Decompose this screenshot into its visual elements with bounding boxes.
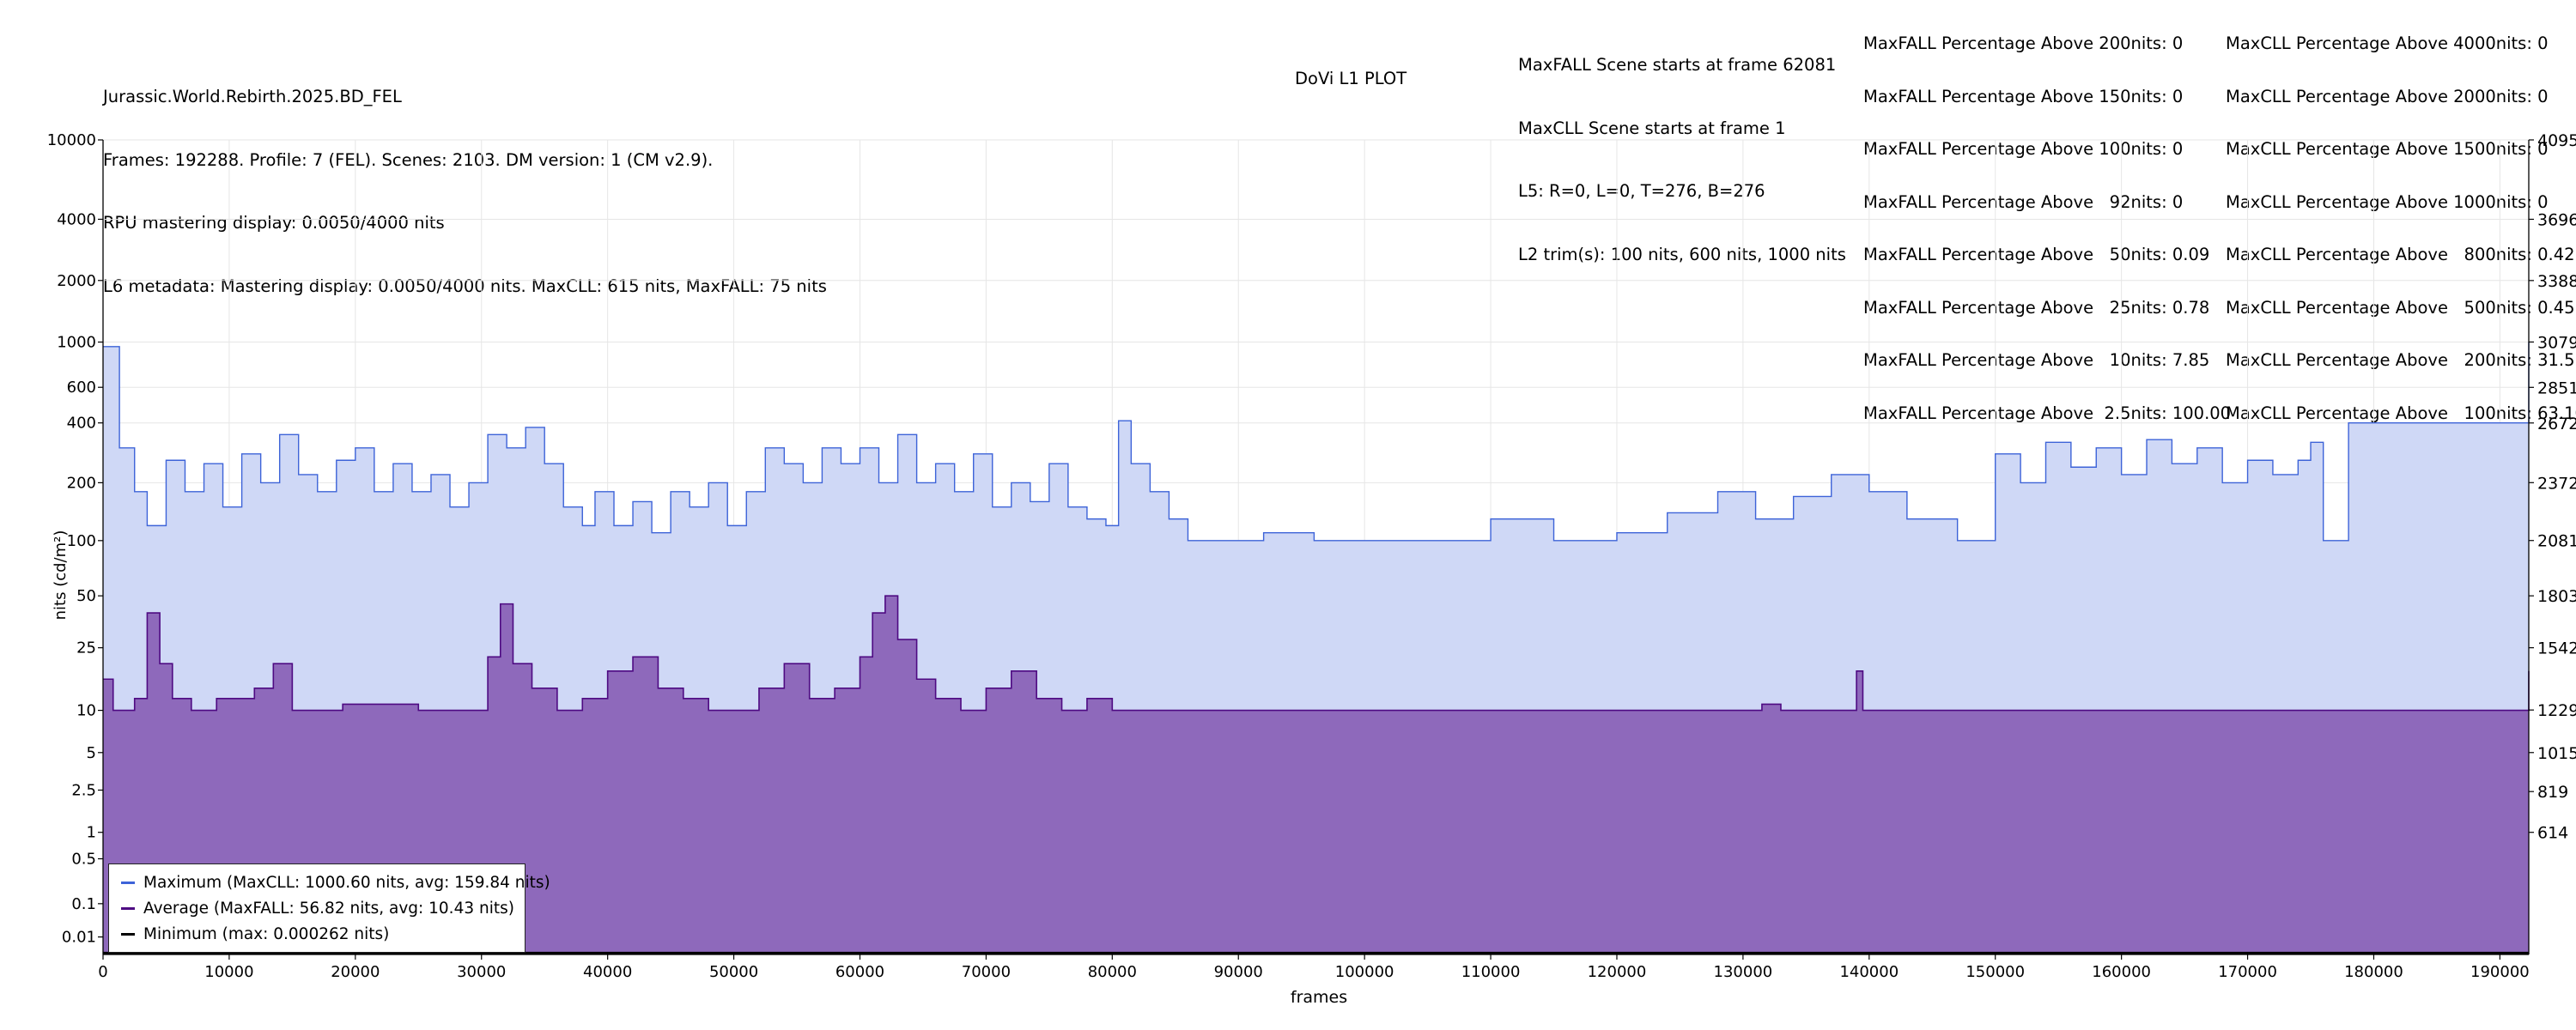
y-tick-label: 2.5 bbox=[71, 782, 96, 800]
y-tick-label-right: 3696 bbox=[2537, 210, 2576, 229]
legend-item-minimum: Minimum (max: 0.000262 nits) bbox=[121, 921, 389, 947]
maxcll-pct-line: MaxCLL Percentage Above 800nits: 0.42 bbox=[2226, 245, 2575, 264]
y-tick-label-right: 1542 bbox=[2537, 639, 2576, 658]
x-tick-label: 70000 bbox=[962, 963, 1011, 981]
x-tick-label: 0 bbox=[98, 963, 107, 981]
series-areas bbox=[103, 342, 2530, 954]
maxcll-pct-line: MaxCLL Percentage Above 100nits: 63.10 bbox=[2226, 403, 2576, 423]
maxcll-pct-line: MaxCLL Percentage Above 1000nits: 0 bbox=[2226, 191, 2549, 212]
x-tick-label: 160000 bbox=[2092, 963, 2151, 981]
maxcll-pct-line: MaxCLL Percentage Above 500nits: 0.45 bbox=[2226, 297, 2575, 318]
y-tick-label: 4000 bbox=[57, 210, 96, 228]
header-mid: MaxFALL Scene starts at frame 62081 MaxC… bbox=[1518, 13, 1846, 287]
y-tick-label: 600 bbox=[67, 379, 96, 397]
y-tick-label-right: 1229 bbox=[2537, 701, 2576, 720]
y-tick-label-right: 614 bbox=[2537, 824, 2568, 843]
x-tick-label: 150000 bbox=[1965, 963, 2025, 981]
maxfall-pct-line: MaxFALL Percentage Above 10nits: 7.85 bbox=[1863, 350, 2210, 370]
maxfall-pct-line: MaxFALL Percentage Above 100nits: 0 bbox=[1863, 139, 2184, 159]
maxcll-pct-line: MaxCLL Percentage Above 4000nits: 0 bbox=[2226, 33, 2549, 53]
y-tick-label: 2000 bbox=[57, 272, 96, 290]
y-tick-label-right: 1803 bbox=[2537, 587, 2576, 606]
y-tick-label-right: 2672 bbox=[2537, 415, 2576, 433]
average-line bbox=[103, 595, 2530, 712]
maxfall-pct-line: MaxFALL Percentage Above 200nits: 0 bbox=[1863, 33, 2184, 53]
legend-item-average: Average (MaxFALL: 56.82 nits, avg: 10.43… bbox=[121, 895, 514, 921]
y-tick-label: 200 bbox=[67, 474, 96, 492]
chart-title: DoVi L1 PLOT bbox=[1295, 69, 1407, 88]
maxfall-pct-line: MaxFALL Percentage Above 150nits: 0 bbox=[1863, 86, 2184, 106]
y-tick-label: 5 bbox=[87, 744, 96, 762]
x-tick-label: 90000 bbox=[1214, 963, 1263, 981]
y-tick-label: 400 bbox=[67, 415, 96, 433]
l2-trims-info: L2 trim(s): 100 nits, 600 nits, 1000 nit… bbox=[1518, 244, 1846, 264]
y-tick-label-right: 2081 bbox=[2537, 532, 2576, 551]
legend-swatch-average bbox=[121, 906, 135, 910]
maxcll-percentages: MaxCLL Percentage Above 4000nits: 0 MaxC… bbox=[2226, 0, 2576, 440]
legend-item-maximum: Maximum (MaxCLL: 1000.60 nits, avg: 159.… bbox=[121, 869, 550, 895]
x-tick-label: 190000 bbox=[2470, 963, 2530, 981]
legend-swatch-minimum bbox=[121, 932, 135, 936]
maxfall-pct-line: MaxFALL Percentage Above 92nits: 0 bbox=[1863, 191, 2184, 212]
y-tick-label: 10 bbox=[76, 702, 96, 720]
frames-info: Frames: 192288. Profile: 7 (FEL). Scenes… bbox=[103, 149, 714, 170]
maxfall-pct-line: MaxFALL Percentage Above 25nits: 0.78 bbox=[1863, 297, 2210, 318]
legend: Maximum (MaxCLL: 1000.60 nits, avg: 159.… bbox=[108, 863, 550, 953]
x-tick-label: 180000 bbox=[2344, 963, 2403, 981]
average-area bbox=[103, 596, 2529, 954]
x-tick-label: 10000 bbox=[204, 963, 253, 981]
y-tick-label-right: 819 bbox=[2537, 783, 2568, 802]
maximum-line bbox=[103, 342, 2530, 542]
x-tick-label: 130000 bbox=[1714, 963, 1773, 981]
y-tick-label-right: 3388 bbox=[2537, 272, 2576, 291]
axes: 0 10000 20000 30000 40000 50000 60000 70000 8000… bbox=[47, 131, 2576, 981]
x-tick-label: 30000 bbox=[457, 963, 506, 981]
maxfall-percentages: MaxFALL Percentage Above 200nits: 0 MaxF… bbox=[1863, 0, 2231, 440]
y-tick-label-right: 3079 bbox=[2537, 333, 2576, 352]
maxcll-pct-line: MaxCLL Percentage Above 200nits: 31.57 bbox=[2226, 350, 2576, 370]
x-tick-label: 80000 bbox=[1088, 963, 1137, 981]
x-tick-label: 110000 bbox=[1461, 963, 1521, 981]
y-tick-label: 1 bbox=[87, 824, 96, 842]
x-tick-label: 20000 bbox=[331, 963, 380, 981]
x-tick-label: 120000 bbox=[1588, 963, 1647, 981]
y-tick-label-right: 2851 bbox=[2537, 379, 2576, 397]
y-tick-label: 25 bbox=[76, 639, 96, 657]
x-tick-label: 140000 bbox=[1839, 963, 1899, 981]
y-tick-label: 10000 bbox=[47, 131, 96, 149]
x-axis-label: frames bbox=[1291, 988, 1347, 1007]
x-tick-label: 170000 bbox=[2218, 963, 2277, 981]
y-tick-label: 100 bbox=[67, 532, 96, 550]
y-tick-label-right: 1015 bbox=[2537, 744, 2576, 763]
maxfall-scene-info: MaxFALL Scene starts at frame 62081 bbox=[1518, 55, 1837, 75]
maxfall-pct-line: MaxFALL Percentage Above 2.5nits: 100.00 bbox=[1863, 403, 2232, 423]
maxfall-pct-line: MaxFALL Percentage Above 50nits: 0.09 bbox=[1863, 245, 2210, 264]
legend-swatch-maximum bbox=[121, 881, 135, 884]
legend-label-average: Average (MaxFALL: 56.82 nits, avg: 10.43… bbox=[143, 899, 514, 918]
x-tick-label: 50000 bbox=[709, 963, 758, 981]
y-axis-label: nits (cd/m²) bbox=[52, 530, 70, 621]
x-tick-label: 100000 bbox=[1335, 963, 1394, 981]
y-tick-label: 50 bbox=[76, 587, 96, 605]
x-tick-label: 40000 bbox=[583, 963, 632, 981]
y-tick-label: 1000 bbox=[57, 334, 96, 352]
maxcll-scene-info: MaxCLL Scene starts at frame 1 bbox=[1518, 118, 1786, 138]
maxcll-pct-line: MaxCLL Percentage Above 1500nits: 0 bbox=[2226, 139, 2549, 159]
legend-label-minimum: Minimum (max: 0.000262 nits) bbox=[143, 924, 390, 943]
x-tick-label: 60000 bbox=[835, 963, 884, 981]
legend-label-maximum: Maximum (MaxCLL: 1000.60 nits, avg: 159.… bbox=[143, 873, 550, 892]
l5-info: L5: R=0, L=0, T=276, B=276 bbox=[1518, 181, 1765, 201]
y-tick-label-right: 2372 bbox=[2537, 474, 2576, 493]
y-tick-label: 0.1 bbox=[71, 895, 96, 913]
y-tick-label-right: 4095 bbox=[2537, 131, 2576, 150]
y-tick-label: 0.01 bbox=[62, 929, 96, 947]
file-title: Jurassic.World.Rebirth.2025.BD_FEL bbox=[103, 87, 402, 106]
maxcll-pct-line: MaxCLL Percentage Above 2000nits: 0 bbox=[2226, 86, 2549, 106]
y-tick-label: 0.5 bbox=[71, 851, 96, 869]
